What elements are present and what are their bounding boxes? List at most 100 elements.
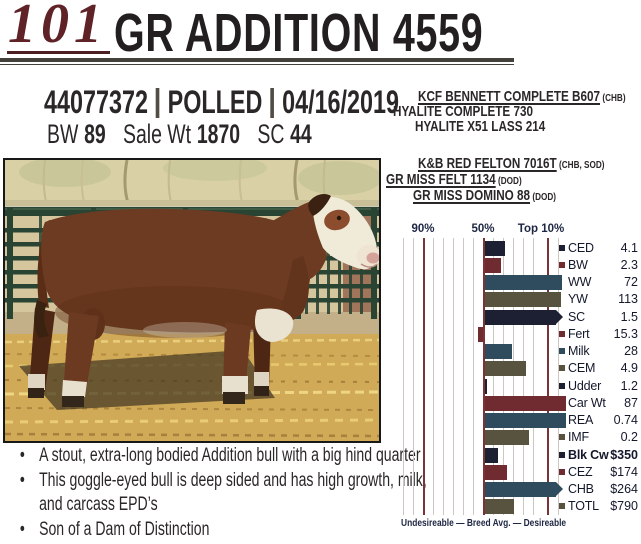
epd-bar (485, 292, 561, 308)
epd-trait-label: REA (568, 413, 594, 427)
ancestor-designation: (DOD) (498, 174, 522, 187)
pedigree-sire-dam: HYALITE X51 LASS 214 (415, 119, 545, 134)
gridline (503, 238, 504, 515)
gridline (473, 238, 474, 515)
divider-bar (155, 87, 160, 118)
percentile-scale-label: Top 10% (517, 223, 565, 235)
note-line: and carcass EPD’s (39, 494, 158, 515)
stat-label: SC (257, 119, 285, 149)
birth-date: 04/16/2019 (282, 84, 400, 120)
epd-trait-value: 4.9 (620, 361, 638, 376)
ancestor-name: GR MISS FELT 1134 (386, 170, 496, 188)
legend-marker (559, 451, 565, 458)
note-item: A stout, extra-long bodied Addition bull… (8, 444, 452, 468)
note-line: Son of a Dam of Distinction (39, 519, 210, 540)
pink-nose (366, 252, 379, 264)
epd-bar (485, 378, 487, 394)
epd-trait-value: 1.5 (620, 309, 638, 324)
epd-bar (485, 447, 498, 463)
bull-figure (28, 194, 379, 407)
divider-bar (270, 87, 275, 118)
note-item: This goggle-eyed bull is deep sided and … (8, 469, 452, 517)
epd-trait-value: 2.3 (620, 257, 638, 272)
ear (308, 194, 331, 216)
stat-sale-wt: Sale Wt 1870 (123, 119, 240, 150)
stat-bw: BW 89 (47, 119, 106, 150)
chart-axis-caption: Undesireable — Breed Avg. — Desireable (401, 517, 567, 529)
epd-bar (485, 344, 512, 359)
legend-marker (559, 348, 565, 354)
registration-number: 44077372 (44, 84, 148, 120)
epd-trait-value: 0.2 (620, 430, 638, 445)
epd-bar (485, 309, 556, 325)
epd-trait-value: $790 (610, 499, 638, 514)
epd-trait-value: 1.2 (620, 378, 638, 393)
eye-goggle-patch (324, 209, 350, 231)
stat-label: BW (47, 119, 79, 149)
gridline (493, 238, 494, 515)
note-item: Son of a Dam of Distinction (8, 518, 452, 542)
legend-marker (559, 468, 565, 475)
sale-notes: A stout, extra-long bodied Addition bull… (8, 444, 452, 543)
pedigree-sire-sire: KCF BENNETT COMPLETE B607 (CHB) (418, 89, 626, 104)
registration-line: 44077372 POLLED 04/16/2019 (44, 84, 399, 121)
epd-trait-label: Fert (568, 326, 590, 341)
legend-marker (559, 330, 565, 337)
note-line: This goggle-eyed bull is deep sided and … (39, 470, 427, 491)
gridline (413, 238, 414, 515)
epd-bar (485, 395, 566, 411)
gridline-threshold (423, 238, 425, 515)
epd-trait-label: TOTL (568, 499, 599, 514)
animal-name-title: GR ADDITION 4559 (114, 3, 484, 63)
epd-bar (485, 430, 529, 446)
epd-trait-label: Milk (568, 344, 590, 358)
epd-bar-arrow (556, 309, 563, 324)
gridline (403, 238, 404, 515)
epd-trait-value: 113 (618, 292, 638, 307)
epd-trait-label: IMF (568, 430, 589, 445)
weights-line: BW 89 Sale Wt 1870 SC 44 (47, 119, 312, 150)
gridline (558, 238, 559, 515)
bull-photo (3, 158, 381, 443)
header-rule-thin (0, 63, 514, 65)
epd-trait-label: BW (568, 257, 588, 272)
epd-trait-value: 87 (624, 395, 638, 410)
percentile-scale-label: 90% (411, 223, 435, 235)
epd-trait-value: 28 (624, 344, 638, 358)
epd-trait-label: CEZ (568, 464, 593, 479)
ancestor-name: KCF BENNETT COMPLETE B607 (418, 88, 601, 105)
epd-bar (485, 275, 562, 290)
gridline (433, 238, 434, 515)
ancestor-name: GR MISS DOMINO 88 (413, 186, 531, 204)
epd-bar (485, 482, 556, 497)
gridline (453, 238, 454, 515)
gridline-threshold (483, 238, 485, 515)
epd-trait-value: 4.1 (620, 240, 638, 255)
epd-bar (485, 257, 501, 273)
legend-marker (559, 365, 565, 372)
ancestor-designation: (CHB, SOD) (559, 159, 605, 171)
epd-bar (478, 326, 483, 342)
epd-trait-value: $350 (610, 447, 638, 462)
ancestor-name: HYALITE X51 LASS 214 (415, 118, 546, 135)
epd-trait-value: $174 (610, 464, 638, 479)
epd-bar (485, 464, 507, 480)
epd-trait-value: 72 (624, 275, 638, 289)
stat-value: 1870 (196, 119, 241, 149)
gridline-threshold (547, 238, 549, 515)
epd-trait-label: Car Wt (568, 395, 606, 410)
epd-trait-label: CEM (568, 361, 596, 376)
gridline (443, 238, 444, 515)
ancestor-name: K&B RED FELTON 7016T (418, 155, 557, 172)
legend-marker (559, 261, 565, 268)
horn-status: POLLED (167, 84, 263, 120)
epd-trait-label: CHB (568, 482, 594, 496)
ancestor-designation: (DOD) (532, 190, 557, 203)
ancestor-designation: (CHB) (602, 92, 626, 104)
pedigree-dam: GR MISS FELT 1134 (DOD) (386, 172, 522, 187)
note-line: A stout, extra-long bodied Addition bull… (39, 445, 421, 466)
stat-value: 89 (84, 119, 106, 149)
gridline (513, 238, 514, 515)
